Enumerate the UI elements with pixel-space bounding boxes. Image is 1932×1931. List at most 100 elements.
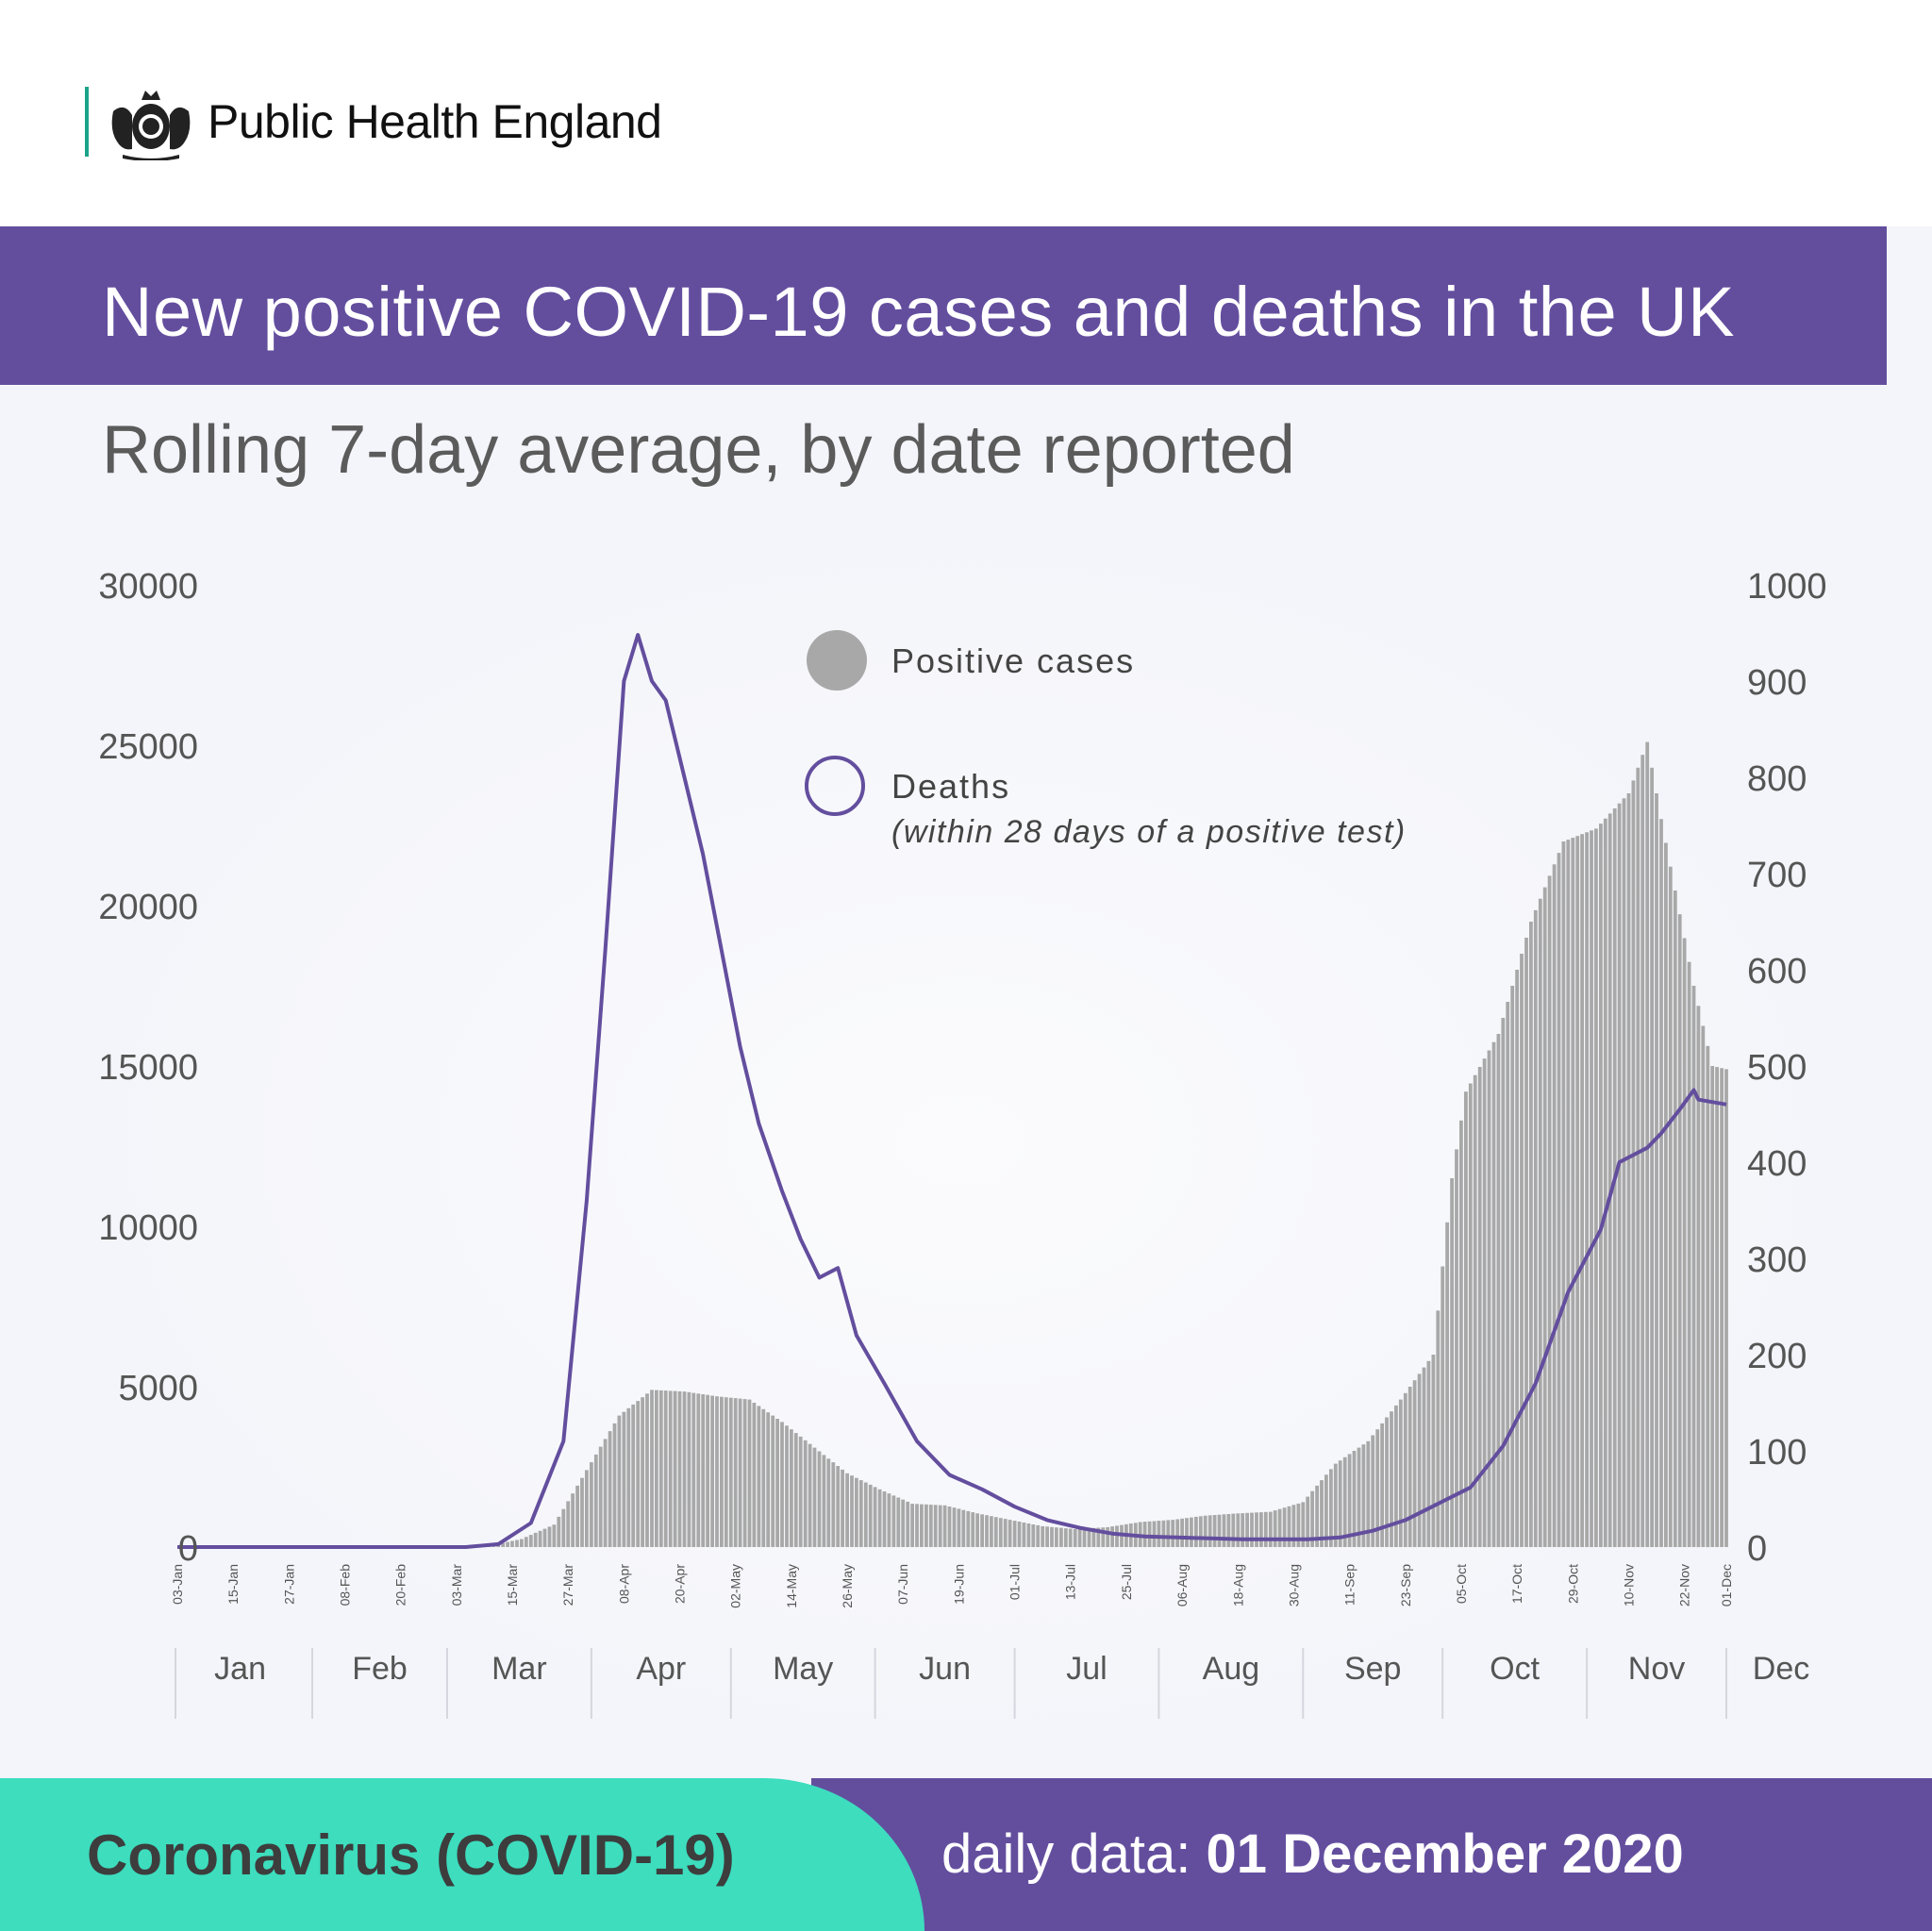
cases-bar	[775, 1419, 779, 1547]
left-axis-tick: 25000	[98, 727, 198, 767]
cases-bar	[910, 1504, 914, 1547]
cases-bar	[947, 1507, 952, 1547]
cases-bar	[1320, 1480, 1324, 1547]
cases-bar	[733, 1398, 738, 1547]
cases-bar	[938, 1505, 942, 1547]
legend-cases-label: Positive cases	[891, 641, 1135, 680]
cases-bar	[566, 1501, 571, 1547]
cases-bar	[1161, 1520, 1166, 1547]
cases-bar	[1198, 1516, 1203, 1547]
cases-bar	[1542, 887, 1547, 1547]
cases-bar	[1724, 1069, 1728, 1547]
cases-bar	[798, 1436, 803, 1547]
cases-bar	[793, 1433, 798, 1547]
cases-bar	[1696, 1006, 1701, 1548]
x-tick-label: 07-Jun	[895, 1564, 910, 1605]
cases-bar	[1431, 1355, 1436, 1547]
cases-bar	[1580, 834, 1584, 1547]
chart-canvas: 0 5000 10000 15000 20000 25000 30000 0 100 200 30…	[98, 567, 1827, 1719]
cases-bar	[1324, 1474, 1328, 1547]
cases-bar	[663, 1390, 668, 1547]
cases-bar	[822, 1455, 826, 1547]
cases-bar	[598, 1446, 603, 1547]
cases-bar	[761, 1408, 766, 1547]
cases-bar	[901, 1499, 906, 1547]
cases-bar	[1226, 1514, 1231, 1547]
x-tick-label: 10-Nov	[1622, 1564, 1637, 1606]
cases-bar	[1357, 1447, 1361, 1547]
cases-bar	[710, 1395, 714, 1547]
cases-bar	[557, 1516, 561, 1547]
x-tick-label: 01-Jul	[1008, 1564, 1023, 1600]
footer-date-prefix: daily data:	[941, 1823, 1191, 1885]
cases-bar	[1380, 1423, 1384, 1547]
cases-bar	[933, 1505, 938, 1547]
cases-bar	[691, 1392, 696, 1547]
cases-bar	[580, 1477, 584, 1547]
right-axis-tick: 900	[1747, 663, 1807, 703]
cases-bar	[1655, 793, 1658, 1547]
cases-bar	[1106, 1526, 1110, 1547]
cases-bar	[752, 1403, 757, 1547]
cases-bar	[998, 1518, 1003, 1547]
cases-bar	[528, 1535, 533, 1547]
cases-bar	[724, 1397, 728, 1547]
cases-bar	[924, 1504, 928, 1547]
x-tick-label: 13-Jul	[1063, 1564, 1078, 1600]
cases-bar	[1575, 836, 1580, 1547]
legend-cases-marker	[807, 630, 867, 691]
cases-bar	[1622, 798, 1626, 1547]
cases-bar	[957, 1508, 961, 1547]
cases-bar	[855, 1477, 858, 1547]
cases-bar	[603, 1439, 608, 1547]
cases-bar	[1361, 1444, 1366, 1547]
cases-bar	[1352, 1451, 1357, 1547]
x-tick-label: 18-Aug	[1230, 1564, 1245, 1606]
cases-bar	[673, 1390, 677, 1547]
cases-bar	[655, 1390, 658, 1547]
right-axis-tick: 1000	[1747, 567, 1827, 607]
x-tick-label: 03-Mar	[449, 1564, 464, 1606]
cases-bar	[882, 1491, 887, 1547]
cases-bar	[747, 1399, 752, 1547]
cases-bar	[1026, 1523, 1031, 1547]
cases-bar	[1450, 1178, 1454, 1547]
cases-bar	[877, 1489, 882, 1547]
cases-bar	[538, 1530, 542, 1547]
cases-bar	[771, 1415, 775, 1547]
cases-bar	[1157, 1521, 1161, 1547]
cases-bar	[1385, 1417, 1389, 1547]
cases-bar	[1455, 1149, 1458, 1547]
cases-bar	[1599, 824, 1603, 1547]
x-tick-label: 29-Oct	[1565, 1564, 1580, 1604]
cases-bar	[1045, 1526, 1049, 1547]
cases-bar	[1487, 1050, 1491, 1547]
cases-bar	[836, 1466, 841, 1547]
x-tick-label: 01-Dec	[1719, 1564, 1734, 1606]
cases-bar	[1036, 1524, 1041, 1547]
cases-bar	[915, 1504, 919, 1547]
cases-bar	[1194, 1516, 1198, 1547]
cases-bar	[1390, 1411, 1393, 1547]
x-tick-label: 19-Jun	[951, 1564, 966, 1605]
month-label: Jul	[1066, 1651, 1107, 1687]
cases-bar	[1510, 986, 1515, 1547]
x-tick-label: 20-Apr	[673, 1564, 688, 1604]
cases-bar	[641, 1397, 644, 1547]
cases-bar	[1650, 767, 1654, 1547]
legend-deaths-label: Deaths	[891, 767, 1010, 806]
cases-bar	[1142, 1522, 1147, 1547]
left-axis-tick: 10000	[98, 1208, 198, 1248]
cases-bar	[1063, 1528, 1068, 1547]
cases-bar	[715, 1396, 719, 1547]
cases-bar	[966, 1510, 971, 1547]
cases-bar	[506, 1541, 509, 1547]
cases-bar	[1050, 1526, 1054, 1547]
cases-bar	[1468, 1083, 1473, 1547]
cases-bar	[636, 1401, 641, 1547]
cases-bar	[1473, 1074, 1477, 1547]
cases-bar	[1412, 1380, 1417, 1547]
cases-bar	[942, 1505, 947, 1547]
cases-bar	[1208, 1515, 1212, 1547]
month-label: Nov	[1628, 1651, 1685, 1687]
